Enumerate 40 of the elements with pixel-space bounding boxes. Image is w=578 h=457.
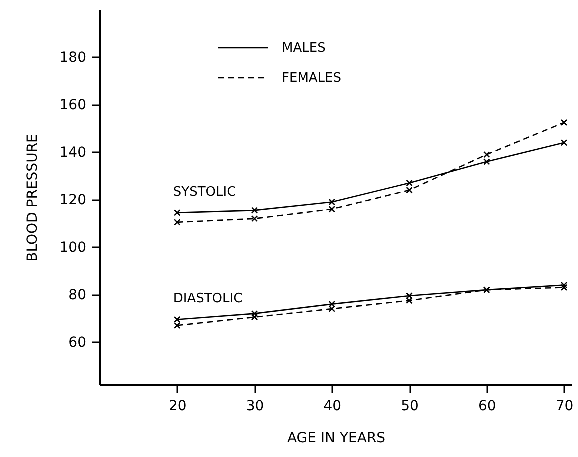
point xyxy=(483,158,490,166)
point xyxy=(483,151,490,158)
point xyxy=(406,180,413,187)
y-tick-label: 140 xyxy=(60,144,86,161)
point xyxy=(251,310,258,318)
annotation: DIASTOLIC xyxy=(173,292,243,307)
x-tick-label: 60 xyxy=(478,398,496,414)
point xyxy=(174,219,181,226)
x-axis-title: AGE IN YEARS xyxy=(287,430,386,446)
point xyxy=(560,282,568,289)
y-axis-title: BLOOD PRESSURE xyxy=(24,134,41,262)
point xyxy=(560,119,568,126)
point xyxy=(174,316,181,324)
legend-label: FEMALES xyxy=(282,71,342,86)
point xyxy=(406,297,413,304)
legend-label: MALES xyxy=(282,41,326,56)
y-tick-label: 100 xyxy=(60,240,86,256)
point xyxy=(406,292,413,300)
x-tick-label: 20 xyxy=(168,398,187,414)
point xyxy=(328,198,336,206)
x-tick-label: 70 xyxy=(556,398,574,414)
y-tick-label: 60 xyxy=(68,334,86,351)
point xyxy=(560,140,568,146)
point xyxy=(174,322,181,330)
x-tick-label: 30 xyxy=(246,398,264,414)
y-tick-label: 180 xyxy=(60,50,86,66)
annotation: SYSTOLIC xyxy=(173,184,236,200)
point xyxy=(251,215,258,222)
x-tick-label: 50 xyxy=(401,398,419,414)
point xyxy=(174,210,181,216)
x-tick-label: 40 xyxy=(324,398,342,414)
point xyxy=(406,186,413,194)
point xyxy=(328,300,336,308)
point xyxy=(328,306,336,312)
point xyxy=(328,206,336,213)
y-tick-label: 120 xyxy=(60,192,86,208)
point xyxy=(251,207,258,214)
y-tick-label: 80 xyxy=(68,287,86,304)
y-tick-label: 160 xyxy=(60,97,86,114)
point xyxy=(251,314,258,321)
